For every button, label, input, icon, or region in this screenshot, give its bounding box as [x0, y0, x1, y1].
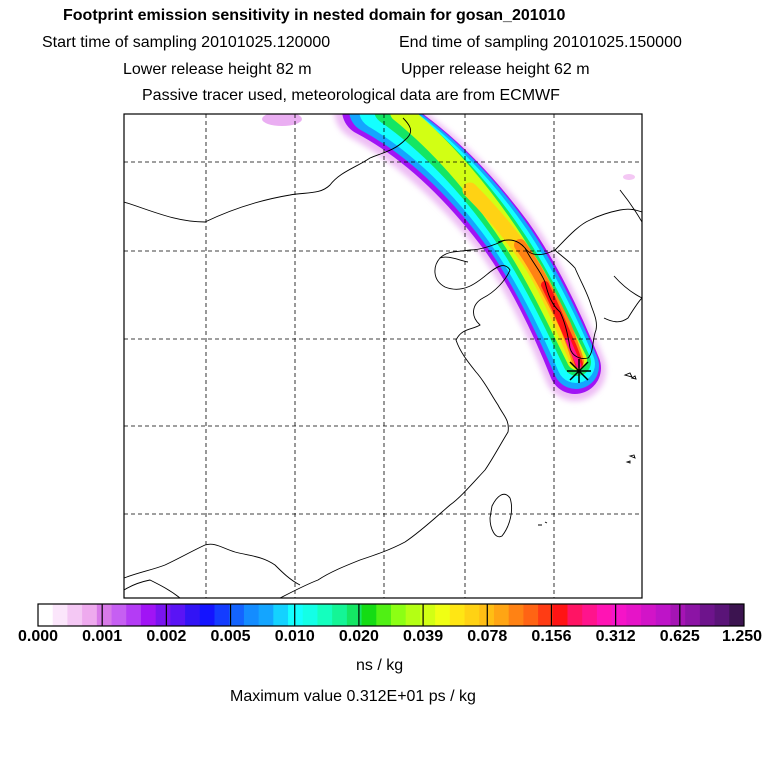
colorbar-swatch [214, 604, 230, 626]
colorbar-swatch [508, 604, 524, 626]
colorbar-swatch [582, 604, 598, 626]
colorbar-swatch [38, 604, 54, 626]
colorbar-swatch [523, 604, 539, 626]
colorbar-swatch [140, 604, 157, 626]
colorbar-swatch [332, 604, 348, 626]
hainan-border [124, 579, 181, 598]
colorbar-swatch [170, 604, 186, 626]
plume-patch-top [262, 114, 302, 126]
colorbar-swatch [626, 604, 642, 626]
colorbar-tick-label: 1.250 [721, 628, 763, 645]
colorbar-swatch [317, 604, 333, 626]
plume-layer [262, 114, 635, 401]
colorbar-swatch [420, 604, 436, 626]
colorbar-swatch [346, 604, 362, 626]
colorbar-swatch [155, 604, 171, 626]
colorbar-tick-label: 0.001 [82, 628, 123, 645]
upper-release-label: Upper release height 62 m [401, 61, 590, 78]
colorbar-swatch [288, 604, 304, 626]
colorbar-swatch [435, 604, 451, 626]
china-coast-upper [439, 256, 469, 263]
colorbar-swatch [596, 604, 613, 626]
colorbar-swatch [538, 604, 554, 626]
small-island-2 [625, 454, 636, 464]
colorbar-swatch [82, 604, 98, 626]
end-time-label: End time of sampling 20101025.150000 [399, 34, 682, 51]
colorbar-tick-label: 0.005 [210, 628, 251, 645]
colorbar-swatch [52, 604, 68, 626]
colorbar-tick-label: 0.000 [17, 628, 59, 645]
colorbar-swatch [699, 604, 715, 626]
colorbar-tick-label: 0.156 [531, 628, 572, 645]
colorbar-swatch [655, 604, 671, 626]
colorbar-tick-label: 0.078 [467, 628, 508, 645]
colorbar-swatch [641, 604, 657, 626]
colorbar-swatch [670, 604, 686, 626]
colorbar-swatch [552, 604, 568, 626]
colorbar-swatch [405, 604, 421, 626]
colorbar-swatch [391, 604, 407, 626]
mongolia-border [124, 117, 412, 223]
lower-release-label: Lower release height 82 m [123, 61, 312, 78]
tracer-info-label: Passive tracer used, meteorological data… [142, 87, 560, 104]
taiwan [489, 493, 513, 538]
coastlines [124, 117, 642, 598]
map-frame [123, 113, 643, 599]
colorbar-swatch [199, 604, 215, 626]
colorbar-swatch [611, 604, 627, 626]
colorbar-swatch [685, 604, 701, 626]
korea-peninsula [524, 247, 597, 359]
colorbar-swatch [258, 604, 274, 626]
colorbar-tick-label: 0.010 [274, 628, 315, 645]
colorbar-tick-label: 0.020 [338, 628, 379, 645]
colorbar-swatch [302, 604, 318, 626]
japan-coast [603, 189, 642, 323]
colorbar-tick-label: 0.625 [659, 628, 700, 645]
colorbar-swatch [126, 604, 142, 626]
colorbar-swatch [243, 604, 260, 626]
plume-patch-right [623, 174, 635, 180]
small-island-3 [538, 521, 548, 526]
colorbar-swatch [729, 604, 745, 626]
colorbar-swatch [493, 604, 510, 626]
colorbar [38, 604, 745, 626]
korea-border [497, 208, 642, 256]
colorbar-swatch [96, 604, 112, 626]
colorbar-swatch [464, 604, 480, 626]
colorbar-swatch [714, 604, 730, 626]
receptor-star-icon [567, 359, 591, 383]
colorbar-tick-label: 0.002 [146, 628, 187, 645]
colorbar-swatch [185, 604, 201, 626]
colorbar-tick-label: 0.312 [595, 628, 636, 645]
colorbar-swatch [361, 604, 377, 626]
colorbar-swatch [111, 604, 127, 626]
colorbar-swatch [449, 604, 465, 626]
colorbar-swatch [229, 604, 245, 626]
lat-lon-grid [124, 114, 642, 598]
china-coast [279, 239, 511, 598]
plot-title: Footprint emission sensitivity in nested… [63, 7, 566, 24]
small-island-1 [623, 372, 637, 380]
colorbar-frame [37, 603, 745, 627]
maximum-value-label: Maximum value 0.312E+01 ps / kg [230, 688, 476, 705]
colorbar-swatch [273, 604, 289, 626]
start-time-label: Start time of sampling 20101025.120000 [42, 34, 331, 51]
units-label: ns / kg [356, 657, 404, 674]
colorbar-tick-label: 0.039 [403, 628, 444, 645]
southern-border [124, 543, 301, 586]
colorbar-swatch [67, 604, 83, 626]
colorbar-swatch [567, 604, 583, 626]
colorbar-swatch [376, 604, 392, 626]
